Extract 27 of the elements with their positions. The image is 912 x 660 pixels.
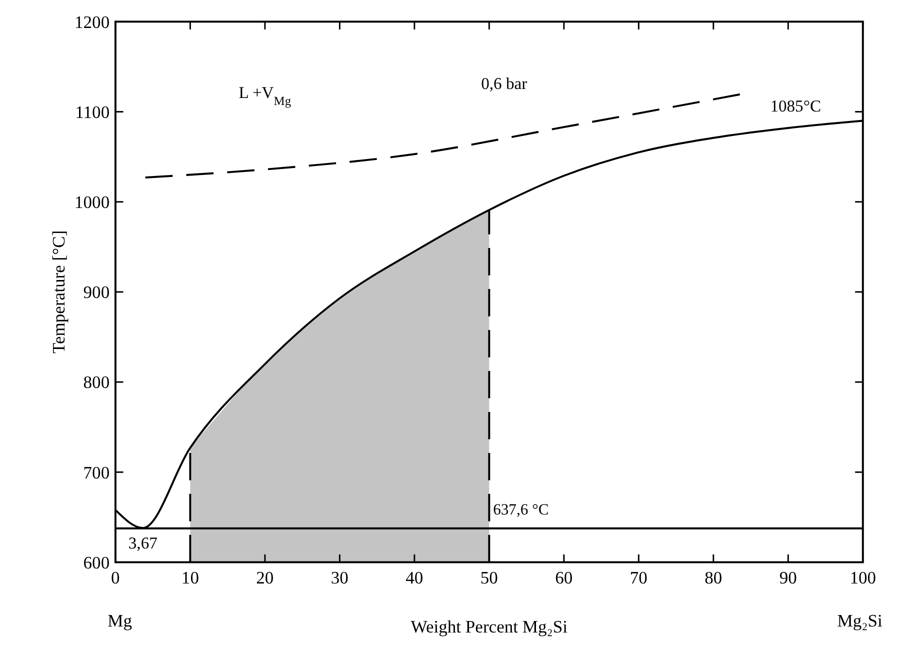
y-tick-label: 900: [83, 282, 110, 302]
text: Mg₂Si: [837, 610, 883, 631]
y-tick-label: 600: [83, 552, 110, 572]
ref-line-label: 637,6 °C: [493, 502, 549, 519]
x-tick-label: 50: [480, 568, 498, 588]
x-tick-label: 80: [704, 568, 722, 588]
x-tick-label: 40: [406, 568, 424, 588]
x-tick-label: 70: [630, 568, 648, 588]
x-tick-label: 60: [555, 568, 573, 588]
y-tick-label: 1100: [75, 102, 110, 122]
y-tick-label: 1200: [74, 12, 110, 32]
x-tick-label: 90: [779, 568, 798, 588]
x-tick-label: 10: [181, 568, 200, 588]
x-axis-title: Weight Percent Mg₂Si: [410, 616, 568, 636]
x-tick-label: 0: [111, 568, 120, 588]
y-tick-label: 700: [83, 462, 110, 482]
annotation: 0,6 bar: [481, 74, 528, 94]
annotation: L +V$_{Mg}$: [238, 83, 292, 108]
annotation: 3,67: [128, 534, 158, 553]
y-axis-title: Temperature [°C]: [48, 230, 69, 354]
x-tick-label: 30: [330, 568, 349, 588]
x-tick-label: 20: [256, 568, 274, 588]
y-tick-label: 800: [83, 372, 110, 392]
text: Mg: [108, 610, 132, 631]
y-tick-label: 1000: [74, 192, 110, 212]
annotation: 1085°C: [770, 96, 822, 116]
x-tick-label: 100: [850, 568, 876, 588]
